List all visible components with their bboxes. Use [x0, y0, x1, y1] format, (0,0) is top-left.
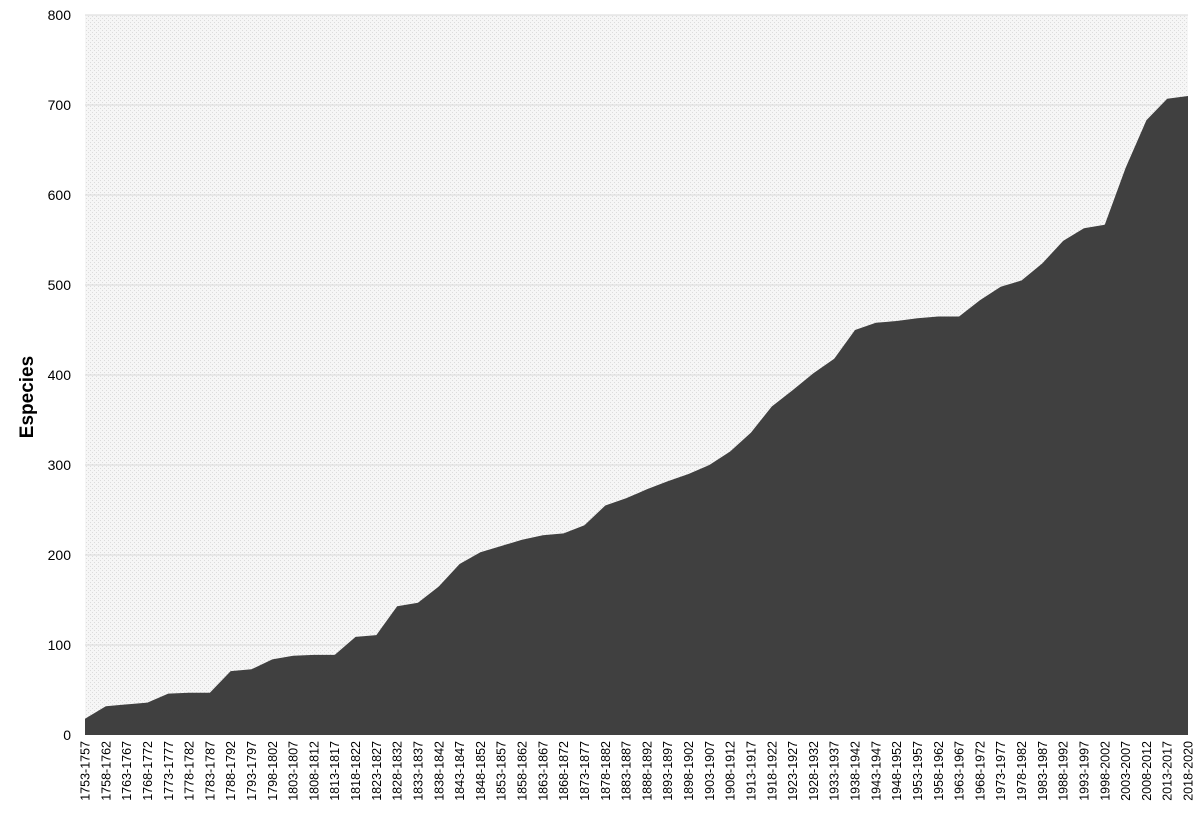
x-axis-ticks: 1753-1757 1758-1762 1763-1767 1768-1772 1773…	[79, 741, 1196, 801]
x-tick-label: 1823-1827	[370, 741, 384, 801]
x-tick-label: 1918-1922	[765, 741, 779, 801]
y-axis-label: Especies	[17, 356, 38, 438]
x-tick-label: 1888-1892	[640, 741, 654, 801]
x-tick-label: 1938-1942	[849, 741, 863, 801]
y-tick-label: 500	[48, 277, 72, 293]
x-tick-label: 1853-1857	[495, 741, 509, 801]
y-axis-ticks: 0 100 200 300 400 500 600 700 800	[48, 7, 72, 743]
area-series	[85, 96, 1188, 735]
x-tick-label: 1933-1937	[828, 741, 842, 801]
y-tick-label: 200	[48, 547, 72, 563]
x-tick-label: 1788-1792	[224, 741, 238, 801]
x-tick-label: 1758-1762	[99, 741, 113, 801]
x-tick-label: 1793-1797	[245, 741, 259, 801]
x-tick-label: 1928-1932	[807, 741, 821, 801]
x-tick-label: 1843-1847	[453, 741, 467, 801]
x-tick-label: 1993-1997	[1077, 741, 1091, 801]
x-tick-label: 1883-1887	[620, 741, 634, 801]
y-tick-label: 100	[48, 637, 72, 653]
x-tick-label: 1878-1882	[599, 741, 613, 801]
x-tick-label: 1898-1902	[682, 741, 696, 801]
x-tick-label: 1778-1782	[183, 741, 197, 801]
x-tick-label: 1803-1807	[287, 741, 301, 801]
x-tick-label: 2018-2020	[1182, 741, 1196, 801]
y-tick-label: 600	[48, 187, 72, 203]
x-tick-label: 1773-1777	[162, 741, 176, 801]
x-tick-label: 1798-1802	[266, 741, 280, 801]
y-tick-label: 400	[48, 367, 72, 383]
x-tick-label: 1913-1917	[744, 741, 758, 801]
x-tick-label: 1988-1992	[1057, 741, 1071, 801]
x-tick-label: 1983-1987	[1036, 741, 1050, 801]
x-tick-label: 2008-2012	[1140, 741, 1154, 801]
x-tick-label: 1923-1927	[786, 741, 800, 801]
x-tick-label: 1978-1982	[1015, 741, 1029, 801]
x-tick-label: 1953-1957	[911, 741, 925, 801]
x-tick-label: 1848-1852	[474, 741, 488, 801]
x-tick-label: 1763-1767	[120, 741, 134, 801]
x-tick-label: 1948-1952	[890, 741, 904, 801]
y-tick-label: 300	[48, 457, 72, 473]
x-tick-label: 1768-1772	[141, 741, 155, 801]
x-tick-label: 1958-1962	[932, 741, 946, 801]
y-tick-label: 700	[48, 97, 72, 113]
x-tick-label: 1998-2002	[1098, 741, 1112, 801]
x-tick-label: 1813-1817	[328, 741, 342, 801]
x-tick-label: 1818-1822	[349, 741, 363, 801]
x-tick-label: 1828-1832	[391, 741, 405, 801]
x-tick-label: 1783-1787	[203, 741, 217, 801]
x-tick-label: 1808-1812	[307, 741, 321, 801]
x-tick-label: 1903-1907	[703, 741, 717, 801]
x-tick-label: 1973-1977	[994, 741, 1008, 801]
x-tick-label: 1868-1872	[557, 741, 571, 801]
x-tick-label: 1838-1842	[432, 741, 446, 801]
x-tick-label: 1873-1877	[578, 741, 592, 801]
x-tick-label: 1963-1967	[953, 741, 967, 801]
x-tick-label: 1863-1867	[536, 741, 550, 801]
x-tick-label: 1858-1862	[516, 741, 530, 801]
x-tick-label: 1943-1947	[869, 741, 883, 801]
x-tick-label: 1908-1912	[724, 741, 738, 801]
x-tick-label: 1833-1837	[411, 741, 425, 801]
x-tick-label: 2013-2017	[1161, 741, 1175, 801]
y-tick-label: 0	[63, 727, 71, 743]
x-tick-label: 1968-1972	[973, 741, 987, 801]
x-tick-label: 1753-1757	[79, 741, 93, 801]
y-tick-label: 800	[48, 7, 72, 23]
x-tick-label: 2003-2007	[1119, 741, 1133, 801]
x-tick-label: 1893-1897	[661, 741, 675, 801]
